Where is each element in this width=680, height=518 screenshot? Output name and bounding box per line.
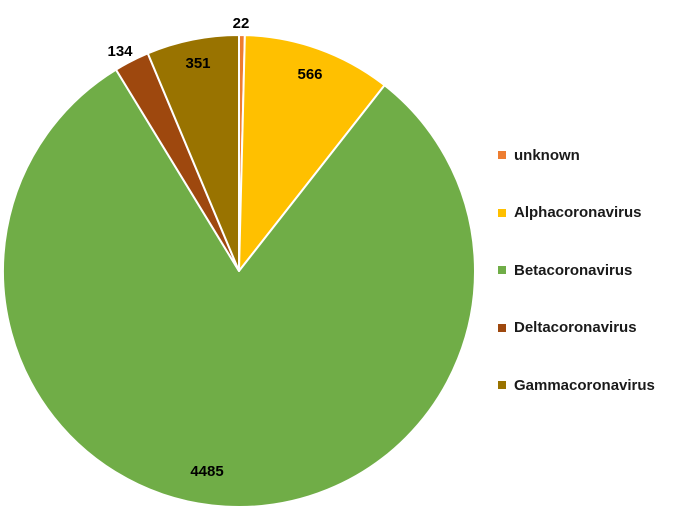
legend-swatch [498, 208, 506, 217]
legend-label: Deltacoronavirus [514, 319, 637, 336]
data-label-unknown: 22 [233, 15, 250, 32]
legend-label: unknown [514, 146, 580, 164]
legend-swatch [498, 323, 506, 332]
data-label-gammacoronavirus: 351 [185, 55, 210, 72]
pie-slice-alphacoronavirus [238, 34, 386, 272]
legend-item-betacoronavirus: Betacoronavirus [498, 260, 632, 280]
pie-slices [1, 33, 476, 508]
legend-label: Alphacoronavirus [514, 204, 642, 221]
data-label-alphacoronavirus: 566 [297, 66, 322, 83]
legend-label: Gammacoronavirus [514, 376, 655, 394]
pie-data-labels: 22 566 4485 134 351 [107, 15, 322, 480]
legend-item-unknown: unknown [498, 145, 580, 165]
legend-label: Betacoronavirus [514, 261, 633, 279]
legend-swatch [498, 151, 506, 159]
legend-item-alphacoronavirus: Alphacoronavirus [498, 203, 642, 223]
legend-item-gammacoronavirus: Gammacoronavirus [498, 375, 655, 395]
legend-swatch [498, 266, 506, 274]
legend-swatch [498, 381, 506, 389]
pie-slice-betacoronavirus [1, 68, 476, 508]
legend-item-deltacoronavirus: Deltacoronavirus [498, 318, 637, 338]
data-label-betacoronavirus: 4485 [190, 463, 223, 480]
pie-slice-gammacoronavirus [146, 34, 240, 272]
data-label-deltacoronavirus: 134 [107, 43, 133, 60]
